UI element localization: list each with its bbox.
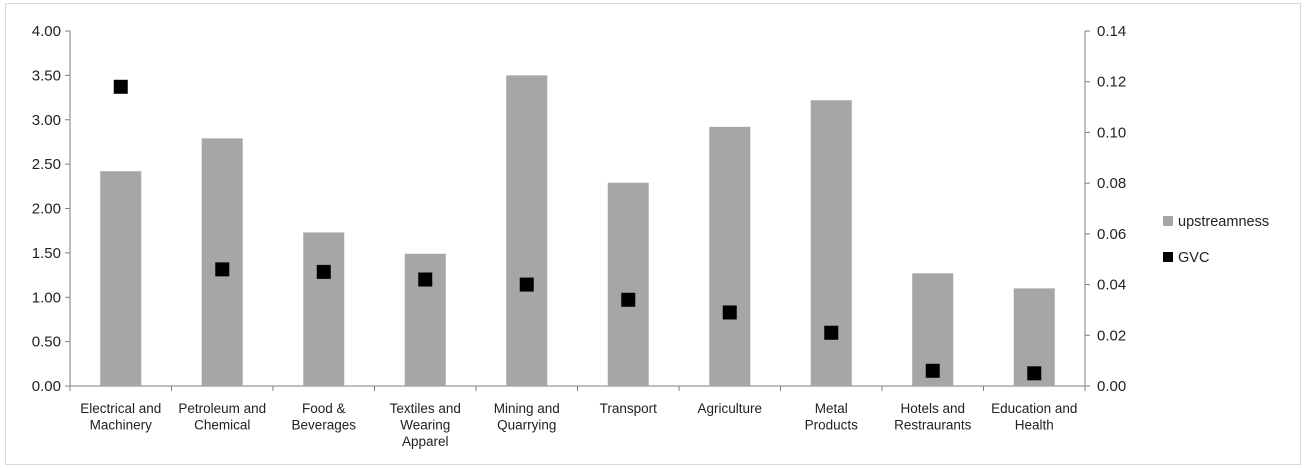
gvc-markers	[113, 79, 1042, 381]
legend: upstreamness GVC	[1163, 214, 1269, 266]
bars	[100, 75, 1055, 386]
left-tick-label: 2.00	[32, 201, 61, 218]
upstreamness-bar	[303, 232, 345, 386]
left-tick-label: 0.00	[32, 378, 61, 395]
category-label: Transport	[600, 401, 658, 416]
category-label-line: Education and	[991, 401, 1077, 416]
category-label-line: Quarrying	[497, 418, 556, 433]
category-label-line: Beverages	[291, 418, 356, 433]
upstreamness-legend-swatch	[1163, 216, 1173, 226]
upstreamness-bar	[100, 171, 142, 386]
right-tick-label: 0.06	[1097, 226, 1126, 243]
left-tick-label: 2.50	[32, 156, 61, 173]
right-tick-label: 0.12	[1097, 74, 1126, 91]
category-label: Food & Beverages	[291, 401, 356, 433]
right-tick-label: 0.04	[1097, 277, 1126, 294]
category-label-line: Textiles and	[390, 401, 461, 416]
category-label-line: Machinery	[90, 418, 153, 433]
gvc-marker	[519, 277, 534, 292]
upstreamness-bar	[201, 138, 243, 386]
gvc-marker	[824, 325, 839, 340]
upstreamness-bar	[810, 100, 852, 386]
legend-label: GVC	[1178, 250, 1209, 266]
gvc-marker	[418, 272, 433, 287]
gvc-marker	[1027, 366, 1042, 381]
category-label-line: Transport	[600, 401, 658, 416]
right-tick-label: 0.14	[1097, 23, 1126, 40]
axes: 0.00 0.50 1.00 1.50 2.00 2.50 3.00 3.50 4.00 0.00…	[32, 23, 1126, 449]
right-tick-label: 0.08	[1097, 175, 1126, 192]
category-label: Education and Health	[991, 401, 1077, 433]
category-label: Textiles and Wearing Apparel	[390, 401, 461, 449]
left-tick-label: 1.50	[32, 245, 61, 262]
category-label: Mining and Quarrying	[494, 401, 560, 433]
upstreamness-bar	[607, 182, 649, 386]
category-label: Electrical and Machinery	[80, 401, 161, 433]
category-label-line: Agriculture	[697, 401, 762, 416]
left-tick-label: 3.00	[32, 112, 61, 129]
left-tick-label: 0.50	[32, 334, 61, 351]
category-label-line: Hotels and	[900, 401, 965, 416]
upstreamness-bar	[709, 126, 751, 386]
right-tick-label: 0.10	[1097, 124, 1126, 141]
upstreamness-bar	[506, 75, 548, 386]
gvc-marker	[621, 292, 636, 307]
legend-label: upstreamness	[1178, 214, 1269, 230]
gvc-marker	[722, 305, 737, 320]
category-label-line: Health	[1015, 418, 1054, 433]
category-label-line: Apparel	[402, 434, 449, 449]
left-tick-label: 1.00	[32, 289, 61, 306]
category-label: Metal Products	[805, 401, 859, 433]
right-tick-label: 0.00	[1097, 378, 1126, 395]
category-label-line: Restraurants	[894, 418, 972, 433]
left-tick-label: 3.50	[32, 67, 61, 84]
category-label: Petroleum and Chemical	[178, 401, 266, 433]
category-label-line: Products	[805, 418, 859, 433]
gvc-marker	[215, 262, 230, 277]
category-label-line: Chemical	[194, 418, 250, 433]
gvc-marker	[925, 363, 940, 378]
gvc-legend-swatch	[1163, 252, 1173, 262]
category-label-line: Petroleum and	[178, 401, 266, 416]
category-label-line: Wearing	[400, 418, 450, 433]
category-label-line: Metal	[815, 401, 848, 416]
category-label-line: Mining and	[494, 401, 560, 416]
right-tick-label: 0.02	[1097, 327, 1126, 344]
gvc-marker	[113, 79, 128, 94]
category-label: Hotels and Restraurants	[894, 401, 972, 433]
left-tick-label: 4.00	[32, 23, 61, 40]
category-label-line: Food &	[302, 401, 346, 416]
category-label-line: Electrical and	[80, 401, 161, 416]
category-label: Agriculture	[697, 401, 762, 416]
gvc-marker	[316, 264, 331, 279]
